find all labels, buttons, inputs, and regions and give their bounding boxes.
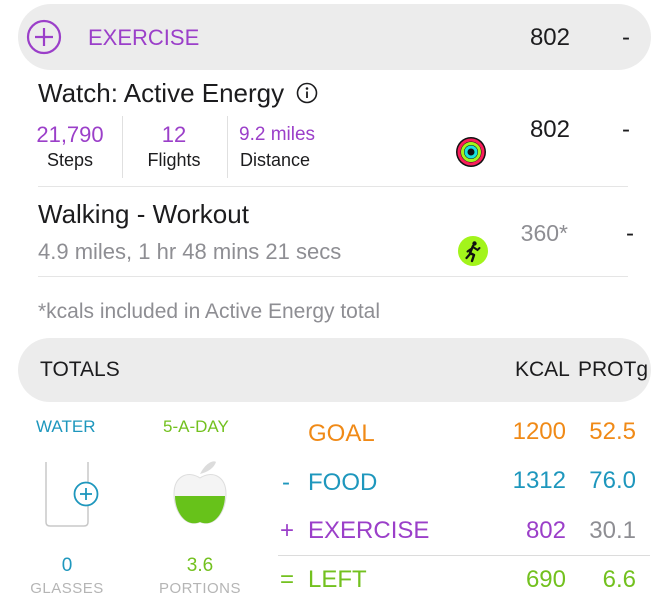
add-water-button[interactable] bbox=[73, 481, 99, 507]
walking-title: Walking - Workout bbox=[38, 199, 249, 229]
goal-prot: 52.5 bbox=[589, 418, 636, 445]
food-label: FOOD bbox=[308, 469, 378, 496]
exercise-section-header bbox=[18, 4, 651, 70]
add-exercise-button[interactable] bbox=[26, 19, 62, 55]
walking-kcal: 360* bbox=[520, 220, 568, 246]
steps-label: Steps bbox=[46, 150, 94, 170]
food-sign: - bbox=[282, 469, 290, 496]
watch-kcal: 802 bbox=[529, 116, 570, 143]
exercise-sign: + bbox=[280, 517, 295, 544]
footnote: *kcals included in Active Energy total bbox=[38, 300, 381, 323]
exercise-total-kcal: 802 bbox=[525, 517, 566, 544]
exercise-header-kcal: 802 bbox=[529, 24, 570, 51]
left-prot: 6.6 bbox=[602, 566, 636, 593]
totals-section-header bbox=[18, 338, 651, 402]
row-divider bbox=[38, 186, 628, 187]
exercise-total-prot: 30.1 bbox=[589, 517, 636, 544]
food-prot: 76.0 bbox=[589, 467, 636, 494]
left-kcal: 690 bbox=[525, 566, 566, 593]
food-kcal: 1312 bbox=[512, 467, 566, 494]
glass-icon bbox=[44, 460, 90, 530]
info-icon bbox=[296, 82, 318, 104]
steps-value: 21,790 bbox=[36, 122, 104, 147]
plus-circle-icon bbox=[73, 481, 99, 507]
left-sign: = bbox=[280, 566, 295, 593]
watch-prot: - bbox=[622, 116, 630, 143]
totals-col-prot: PROTg bbox=[578, 358, 649, 381]
flights-label: Flights bbox=[147, 150, 201, 170]
goal-kcal: 1200 bbox=[512, 418, 566, 445]
water-value: 0 bbox=[61, 555, 73, 576]
activity-rings-icon bbox=[455, 136, 487, 168]
water-title: WATER bbox=[36, 417, 96, 436]
walking-detail: 4.9 miles, 1 hr 48 mins 21 secs bbox=[38, 239, 342, 264]
walking-figure-icon bbox=[458, 236, 488, 266]
five-a-day-title: 5-A-DAY bbox=[163, 417, 229, 436]
exercise-total-label: EXERCISE bbox=[308, 517, 430, 544]
totals-divider bbox=[278, 555, 650, 556]
apple-icon bbox=[170, 456, 230, 530]
walking-prot: - bbox=[626, 220, 634, 247]
exercise-header-prot: - bbox=[622, 24, 630, 51]
watch-title: Watch: Active Energy bbox=[38, 78, 285, 108]
five-a-day-unit: PORTIONS bbox=[158, 580, 242, 597]
plus-circle-icon bbox=[26, 19, 62, 55]
row-divider bbox=[38, 276, 628, 277]
distance-value: 9.2 miles bbox=[239, 124, 316, 145]
totals-col-kcal: KCAL bbox=[515, 358, 570, 381]
info-button[interactable] bbox=[296, 82, 318, 104]
left-label: LEFT bbox=[308, 566, 367, 593]
flights-value: 12 bbox=[161, 122, 187, 147]
distance-label: Distance bbox=[240, 150, 311, 170]
stat-divider bbox=[227, 116, 228, 178]
totals-header-label: TOTALS bbox=[40, 358, 120, 381]
stat-divider bbox=[122, 116, 123, 178]
exercise-header-label: EXERCISE bbox=[88, 25, 200, 50]
goal-label: GOAL bbox=[308, 420, 375, 447]
five-a-day-value: 3.6 bbox=[186, 555, 214, 576]
water-unit: GLASSES bbox=[30, 580, 104, 597]
